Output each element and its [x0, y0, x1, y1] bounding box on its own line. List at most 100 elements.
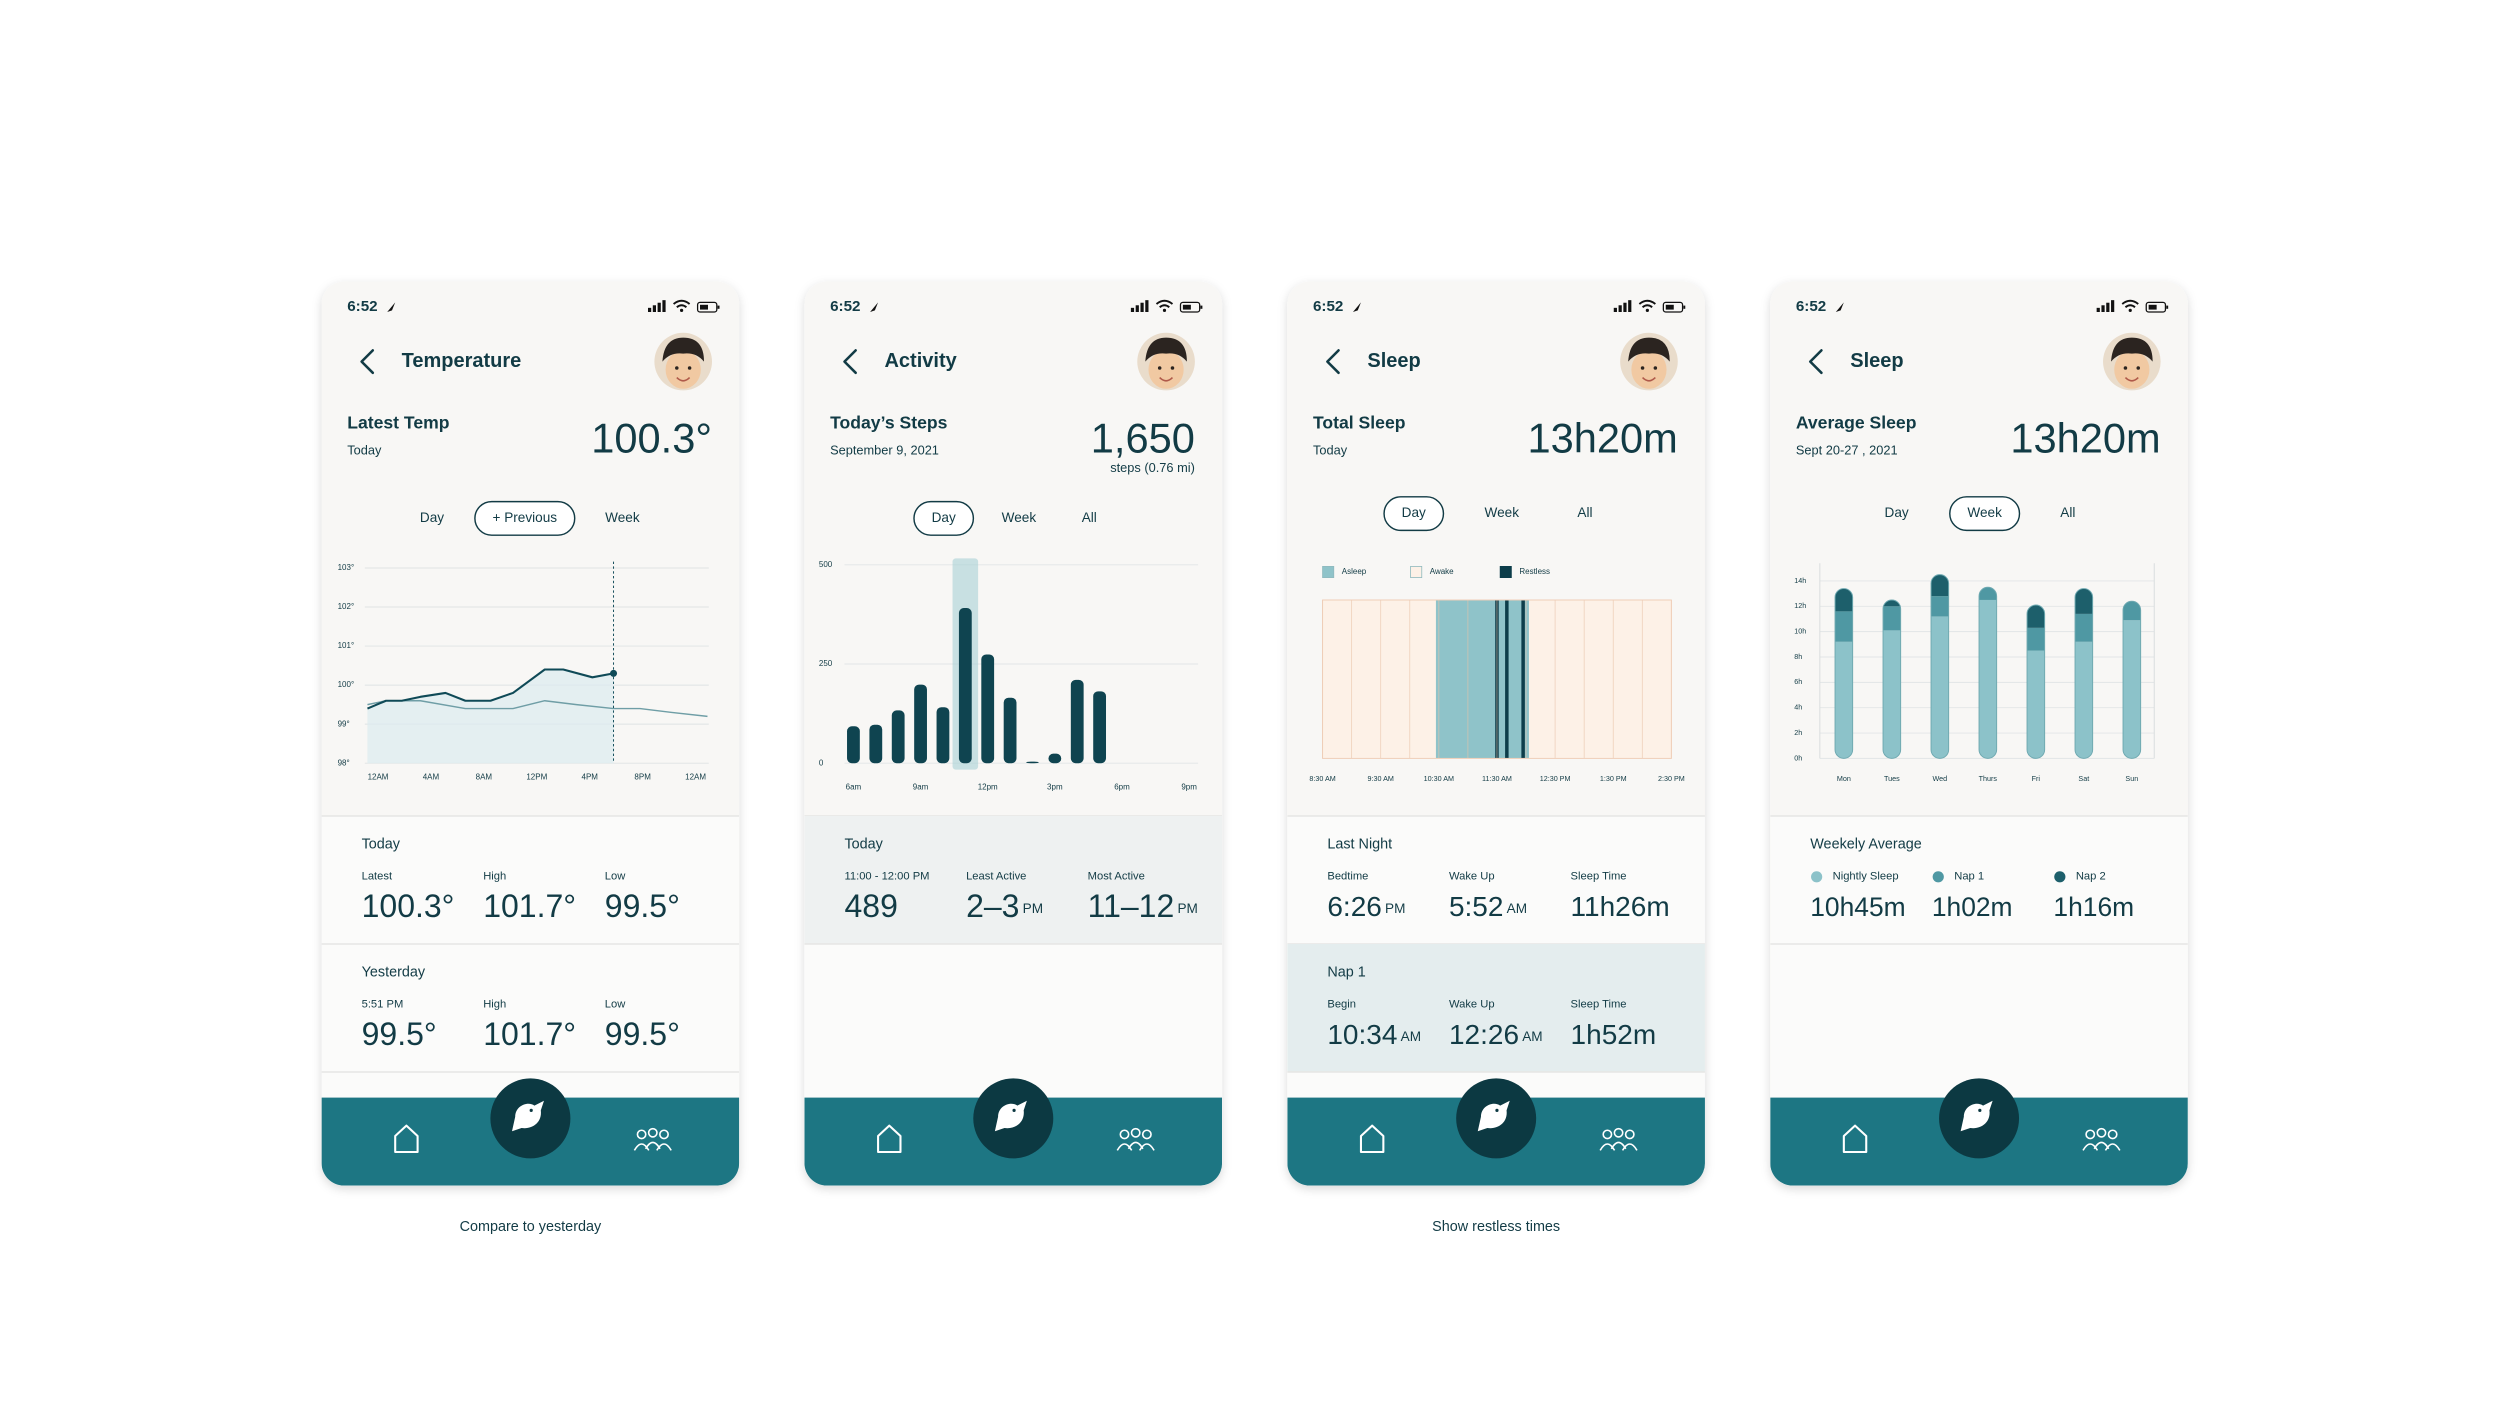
nav-home[interactable]: [1359, 1124, 1385, 1154]
nav-people-head[interactable]: [659, 1129, 669, 1140]
bar: [1048, 753, 1062, 764]
phone: 6:52 Activity Today’s Steps September 9, 20…: [804, 281, 1223, 1186]
tab[interactable]: Day: [1885, 505, 1909, 520]
tab[interactable]: Day: [1402, 505, 1426, 520]
nav-people-head[interactable]: [1613, 1127, 1624, 1138]
signal-bar: [1623, 302, 1627, 312]
tab[interactable]: All: [1082, 510, 1097, 525]
nav-people-body[interactable]: [633, 1143, 650, 1151]
back-button[interactable]: [843, 349, 857, 375]
x-tick-label: 6am: [846, 782, 862, 791]
location-icon: [1352, 302, 1361, 312]
nav-people-head[interactable]: [647, 1127, 658, 1138]
section-bg: [1287, 944, 1705, 1072]
section-heading: Yesterday: [362, 965, 426, 981]
x-tick-label: Sat: [2078, 774, 2089, 783]
nav-people-body[interactable]: [656, 1143, 672, 1151]
bar: [869, 724, 883, 764]
nav-people-body[interactable]: [1599, 1143, 1616, 1151]
nav-people-head[interactable]: [1141, 1129, 1152, 1140]
tab[interactable]: All: [2060, 505, 2075, 520]
stacked-bar: [2123, 601, 2141, 759]
y-tick-label: 98°: [338, 758, 350, 767]
x-tick-label: 8:30 AM: [1309, 774, 1335, 783]
bar-outline: [2074, 588, 2094, 759]
stat-label: High: [483, 999, 506, 1011]
avatar-face: [1148, 350, 1184, 389]
tab[interactable]: Week: [1967, 505, 2002, 520]
x-tick-label: 3pm: [1047, 782, 1063, 791]
y-tick-label: 101°: [338, 641, 355, 650]
nav-people-head[interactable]: [636, 1129, 647, 1140]
tab-pill[interactable]: [1383, 496, 1445, 532]
signal-bar: [657, 302, 661, 312]
nav-people-body[interactable]: [2104, 1143, 2121, 1151]
stat-label: High: [483, 871, 506, 883]
back-button[interactable]: [1326, 349, 1340, 375]
nav-home[interactable]: [394, 1124, 419, 1154]
nav-people-body[interactable]: [1138, 1143, 1155, 1151]
y-tick-label: 102°: [338, 602, 355, 611]
legend-dot: [1932, 871, 1944, 883]
signal-bar: [1145, 300, 1149, 312]
bar-outline: [2026, 604, 2046, 759]
tab[interactable]: All: [1577, 505, 1592, 520]
stat-label: 11:00 - 12:00 PM: [844, 871, 929, 883]
section-heading: Nap 1: [1327, 965, 1365, 981]
nav-people-head[interactable]: [1602, 1129, 1613, 1140]
bar-segment: [1835, 611, 1853, 642]
x-tick-label: 9:30 AM: [1368, 774, 1394, 783]
section-area: [1770, 816, 2188, 1098]
nav-people-head[interactable]: [2085, 1129, 2096, 1140]
tab-pill[interactable]: [474, 500, 576, 536]
x-tick-label: Wed: [1933, 774, 1948, 783]
stat-label: Least Active: [966, 871, 1026, 883]
stat-value: 101.7°: [483, 1016, 576, 1052]
stat-unit: AM: [1522, 1028, 1542, 1043]
avatar-face: [1631, 350, 1667, 389]
y-tick-label: 8h: [1794, 652, 1802, 661]
signal-bar: [1135, 305, 1139, 312]
x-tick-label: 12pm: [978, 782, 998, 791]
nav-people-head[interactable]: [1130, 1127, 1141, 1138]
location-icon: [870, 302, 879, 312]
tab[interactable]: Day: [420, 510, 444, 525]
x-tick-label: 12AM: [368, 773, 389, 782]
stat-label: Bedtime: [1327, 871, 1368, 883]
section-heading: Today: [844, 837, 883, 853]
tab-pill[interactable]: [913, 500, 975, 536]
tab[interactable]: Week: [1002, 510, 1037, 525]
summary-label: Latest Temp: [347, 413, 450, 433]
nav-people-body[interactable]: [2082, 1143, 2099, 1151]
tab[interactable]: + Previous: [492, 510, 557, 525]
avatar-eye: [687, 366, 692, 370]
x-tick-label: Sun: [2125, 774, 2138, 783]
signal-bar: [1628, 300, 1632, 312]
nav-people-head[interactable]: [2096, 1127, 2107, 1138]
bar-segment: [1883, 630, 1901, 759]
bar-segment: [2123, 620, 2141, 759]
legend-swatch: [1410, 566, 1423, 578]
nav-home[interactable]: [877, 1124, 902, 1154]
nav-people-head[interactable]: [2107, 1129, 2118, 1140]
nav-people-body[interactable]: [1116, 1143, 1133, 1151]
wifi-icon: [1638, 299, 1656, 308]
bar-segment: [2075, 613, 2093, 642]
phone-content: 6:52 Sleep Average Sleep Sept 20-27 , 2021 1…: [1770, 298, 2188, 1186]
back-button[interactable]: [360, 349, 375, 375]
tab-pill[interactable]: [1949, 496, 2021, 532]
nav-people-body[interactable]: [1621, 1143, 1638, 1151]
nav-people-head[interactable]: [1624, 1129, 1635, 1140]
nav-home[interactable]: [1842, 1124, 1868, 1154]
tab[interactable]: Week: [1485, 505, 1520, 520]
phone: 6:52 Sleep Total Sleep Today 13h20m Day Week Al…: [1287, 281, 1705, 1186]
tab[interactable]: Day: [932, 510, 956, 525]
nav-people-head[interactable]: [1119, 1129, 1130, 1140]
x-tick-label: 11:30 AM: [1482, 774, 1512, 783]
tab[interactable]: Week: [605, 510, 640, 525]
x-tick-label: 9pm: [1181, 782, 1197, 791]
wifi-dot: [680, 308, 684, 312]
back-button[interactable]: [1808, 349, 1823, 375]
avatar-mouth: [676, 377, 691, 382]
legend-swatch: [1499, 566, 1512, 578]
